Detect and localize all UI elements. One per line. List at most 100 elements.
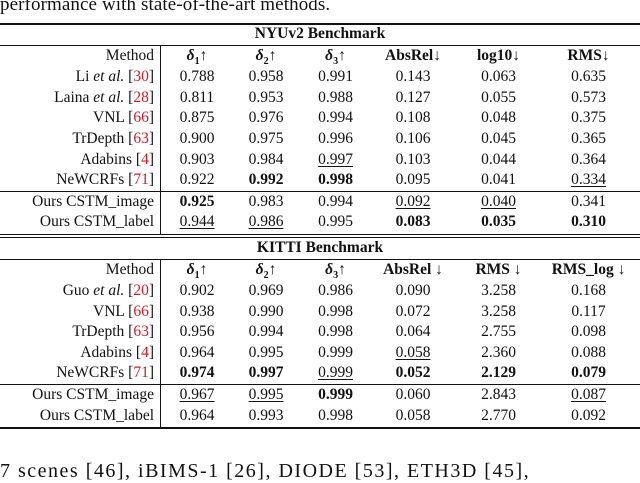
table-row: Guo et al. [20] 0.902 0.969 0.986 0.090 3.258… xyxy=(0,281,640,301)
metric-column-header: RMS_log ↓ xyxy=(551,260,626,278)
metric-value: 0.168 xyxy=(571,282,606,299)
metric-value: 0.117 xyxy=(571,302,606,320)
table-row: TrDepth [63] 0.900 0.975 0.996 0.106 0.045 0.3… xyxy=(0,129,640,149)
method-name: VNL [66] xyxy=(93,302,154,320)
table-row: Ours CSTM_image 0.967 0.995 0.999 0.060 2.843… xyxy=(0,385,640,405)
metric-value: 2.755 xyxy=(481,323,516,341)
citation-link[interactable]: 20 xyxy=(133,282,149,299)
metric-value: 0.964 xyxy=(179,343,215,361)
top-caption-text: performance with state-of-the-art method… xyxy=(0,0,331,15)
metric-value: 0.106 xyxy=(395,129,431,147)
metric-value: 0.994 xyxy=(248,323,284,341)
metric-value: 2.770 xyxy=(481,406,516,424)
metric-value: 0.108 xyxy=(395,109,431,127)
citation-link[interactable]: 4 xyxy=(141,150,149,168)
metric-value: 0.788 xyxy=(179,68,215,86)
table-rule-bottom xyxy=(0,427,640,429)
metric-value: 0.998 xyxy=(318,406,353,424)
method-name: Ours CSTM_label xyxy=(39,213,154,231)
citation-link[interactable]: 4 xyxy=(141,343,149,361)
table-rule-header xyxy=(0,45,640,46)
method-name: VNL [66] xyxy=(93,109,154,127)
metric-value: 0.976 xyxy=(248,109,284,127)
metric-value: 0.986 xyxy=(248,213,284,231)
metric-column-header: δ2↑ xyxy=(255,47,277,68)
table-row: Laina et al. [28] 0.811 0.953 0.988 0.127 0.0… xyxy=(0,88,640,108)
metric-value: 0.967 xyxy=(179,386,215,403)
metric-value: 0.127 xyxy=(395,88,431,106)
metric-value: 0.993 xyxy=(248,406,284,424)
citation-link[interactable]: 30 xyxy=(133,68,149,86)
table-row: Adabins [4] 0.964 0.995 0.999 0.058 2.360 0.08… xyxy=(0,343,640,363)
citation-link[interactable]: 63 xyxy=(133,129,149,147)
metric-value: 0.811 xyxy=(179,88,215,106)
method-name: Li et al. [30] xyxy=(75,68,154,86)
metric-value: 0.983 xyxy=(248,192,284,210)
metric-value: 0.092 xyxy=(571,406,606,424)
metric-value: 0.990 xyxy=(248,302,284,320)
table-rule-group xyxy=(0,384,640,385)
citation-link[interactable]: 28 xyxy=(133,88,149,106)
metric-value: 0.997 xyxy=(318,150,353,168)
metric-value: 2.360 xyxy=(481,343,516,361)
metric-value: 0.999 xyxy=(318,343,353,361)
metric-value: 0.103 xyxy=(395,150,431,168)
metric-column-header: δ3↑ xyxy=(325,47,346,68)
metric-value: 0.995 xyxy=(318,213,353,231)
metric-value: 0.635 xyxy=(571,68,606,86)
metric-value: 0.365 xyxy=(571,129,606,147)
metric-value: 0.988 xyxy=(318,88,353,106)
table-rule-header xyxy=(0,258,640,260)
metric-column-header: δ1↑ xyxy=(186,260,208,281)
metric-value: 0.925 xyxy=(179,192,215,210)
metric-value: 0.079 xyxy=(571,364,606,382)
metric-value: 0.998 xyxy=(318,323,353,341)
table-rule-top xyxy=(0,23,640,25)
metric-value: 0.143 xyxy=(395,68,431,86)
metric-value: 0.996 xyxy=(318,129,353,147)
metric-value: 0.964 xyxy=(179,406,215,424)
metric-value: 0.064 xyxy=(395,323,431,341)
metric-value: 0.986 xyxy=(318,282,353,299)
table-row: Adabins [4] 0.903 0.984 0.997 0.103 0.044 0.36… xyxy=(0,150,640,170)
metric-value: 2.129 xyxy=(481,364,516,382)
method-name: TrDepth [63] xyxy=(72,323,154,341)
method-name: NeWCRFs [71] xyxy=(56,171,154,189)
metric-value: 0.048 xyxy=(481,109,516,127)
metric-value: 0.953 xyxy=(248,88,284,106)
metric-value: 3.258 xyxy=(481,302,516,320)
citation-link[interactable]: 71 xyxy=(133,171,149,189)
table-rule-group xyxy=(0,190,640,192)
method-column-divider xyxy=(160,45,161,234)
metric-value: 0.058 xyxy=(395,406,431,424)
table-row: NeWCRFs [71] 0.922 0.992 0.998 0.095 0.041 0.3… xyxy=(0,170,640,190)
citation-link[interactable]: 71 xyxy=(133,364,149,382)
metric-value: 0.090 xyxy=(395,282,431,299)
metric-value: 0.974 xyxy=(179,364,215,382)
metric-value: 0.922 xyxy=(179,171,215,189)
benchmark-title: NYUv2 Benchmark xyxy=(254,25,386,42)
metric-value: 0.997 xyxy=(248,364,284,382)
citation-link[interactable]: 66 xyxy=(133,302,149,320)
metric-value: 0.083 xyxy=(395,213,431,231)
metric-value: 0.058 xyxy=(395,343,431,361)
metric-value: 0.055 xyxy=(481,88,516,106)
metric-value: 0.088 xyxy=(571,343,606,361)
metric-value: 0.072 xyxy=(395,302,431,320)
metric-value: 0.994 xyxy=(318,192,353,210)
method-name: Adabins [4] xyxy=(80,150,154,168)
benchmark-title: KITTI Benchmark xyxy=(256,238,384,256)
metric-value: 0.035 xyxy=(481,213,516,231)
metric-value: 0.999 xyxy=(318,386,353,403)
method-name: TrDepth [63] xyxy=(72,129,154,147)
metric-value: 0.995 xyxy=(248,343,284,361)
metric-value: 0.991 xyxy=(318,68,353,86)
citation-link[interactable]: 63 xyxy=(133,323,149,341)
citation-link[interactable]: 66 xyxy=(133,109,149,127)
method-name: Laina et al. [28] xyxy=(54,88,154,106)
metric-value: 0.903 xyxy=(179,150,215,168)
metric-value: 0.998 xyxy=(318,302,353,320)
metric-column-header: δ1↑ xyxy=(186,47,208,68)
method-column-divider xyxy=(160,258,161,428)
metric-value: 0.095 xyxy=(395,171,431,189)
